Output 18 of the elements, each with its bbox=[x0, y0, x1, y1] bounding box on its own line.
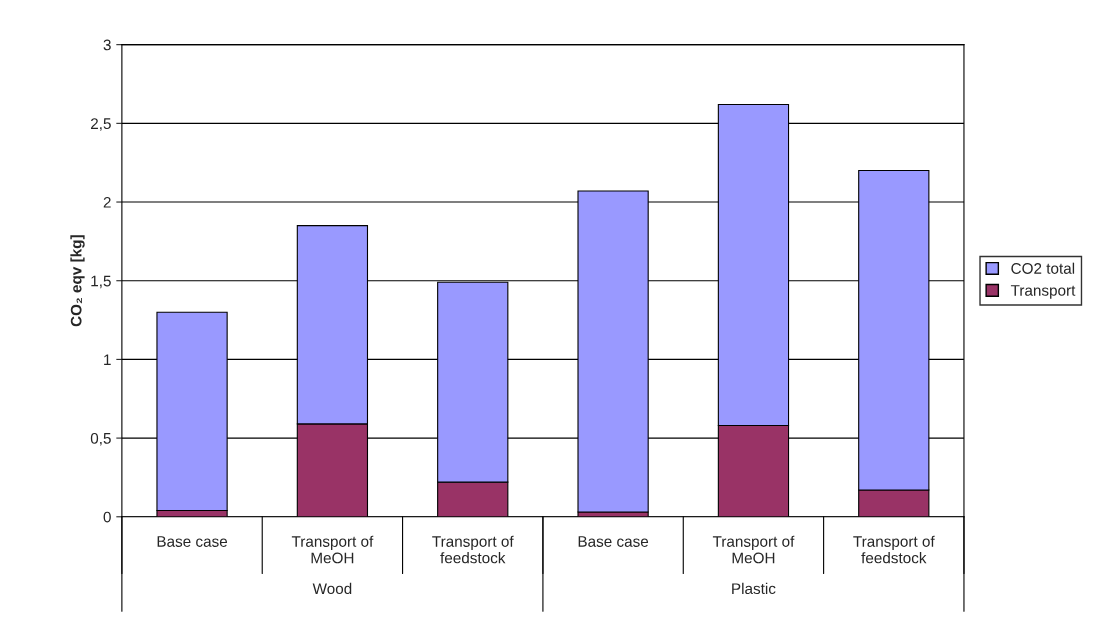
y-axis-title: CO₂ eqv [kg] bbox=[70, 235, 85, 327]
x-tick-label: Base case bbox=[578, 536, 649, 547]
x-tick-label: Transport of feedstock bbox=[853, 535, 935, 564]
y-tick-label: 1 bbox=[104, 354, 111, 365]
y-tick-label: 0,5 bbox=[90, 432, 111, 446]
x-tick-label: Transport of MeOH bbox=[712, 535, 795, 564]
y-tick-label: 2 bbox=[103, 196, 111, 208]
legend-label: Transport bbox=[1010, 285, 1076, 299]
x-tick-label: Transport of MeOH bbox=[291, 535, 374, 564]
y-tick-label: 2,5 bbox=[91, 118, 111, 131]
y-tick-label: 3 bbox=[103, 39, 111, 51]
x-tick-label: Transport of feedstock bbox=[432, 535, 514, 564]
text: Plastic bbox=[732, 582, 776, 595]
x-tick-label: Base case bbox=[157, 536, 228, 547]
legend-label: CO2 total bbox=[1011, 262, 1075, 274]
y-tick-label: 1,5 bbox=[91, 275, 111, 289]
text: Wood bbox=[312, 582, 352, 595]
y-tick-label: 0 bbox=[103, 511, 111, 523]
